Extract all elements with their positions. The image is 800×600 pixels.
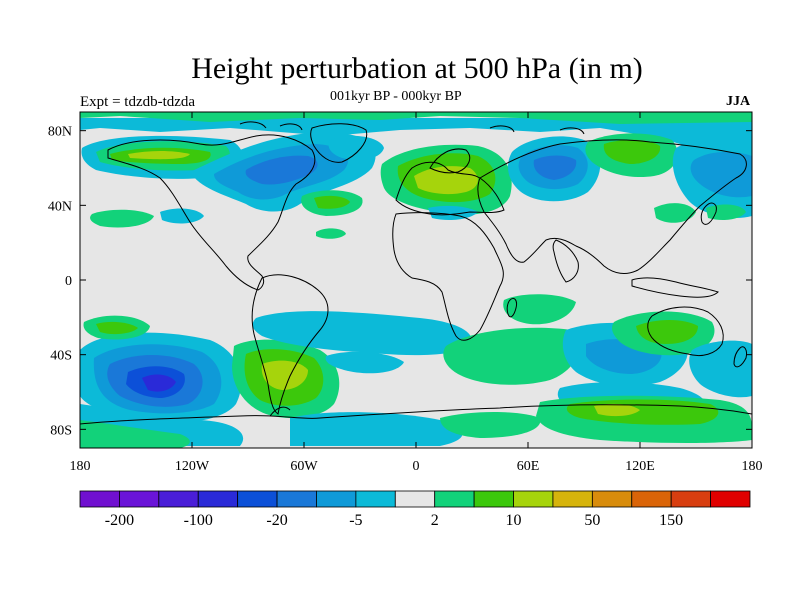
season-label: JJA [726, 94, 751, 109]
anomaly-region [128, 151, 190, 160]
anomaly-region [160, 208, 204, 224]
anomaly-region [503, 294, 576, 325]
coastline-europe [395, 161, 505, 216]
anomaly-region [80, 118, 752, 150]
coastline-arctic-islands [239, 121, 585, 135]
anomaly-region [594, 403, 640, 417]
anomaly-region [440, 412, 541, 438]
colorbar-swatch [394, 490, 436, 508]
coastline-scandinavia [429, 148, 471, 174]
colorbar-label: -5 [349, 512, 362, 529]
chart-title: Height perturbation at 500 hPa (in m) [191, 52, 643, 85]
coastline-japan [700, 202, 717, 225]
experiment-label: Expt = tdzdb-tdzda [80, 94, 196, 110]
coastline-greenland [310, 123, 368, 163]
colorbar-swatch [79, 490, 120, 508]
lat-tick-label: 0 [65, 274, 72, 289]
lon-tick-label: 60E [517, 459, 540, 474]
lon-tick-label: 120E [625, 459, 655, 474]
anomaly-region [328, 135, 384, 160]
colorbar-label: -20 [266, 512, 287, 529]
lat-tick-label: 80S [50, 423, 72, 438]
coastline-new-zealand [733, 346, 747, 368]
anomaly-region [316, 228, 346, 239]
longitude-axis: 180 120W 60W 0 60E 120E 180 [70, 112, 763, 474]
colorbar-swatch [316, 490, 357, 508]
colorbar-swatch [158, 490, 199, 508]
lon-tick-label: 180 [742, 459, 763, 474]
colorbar-label: 150 [659, 512, 683, 529]
anomaly-region [290, 412, 463, 446]
coastline-antarctic-peninsula [269, 406, 291, 417]
colorbar-label: 2 [431, 512, 439, 529]
colorbar-label: 10 [506, 512, 522, 529]
colorbar-swatch [276, 490, 317, 508]
colorbar-swatch [434, 490, 475, 508]
anomaly-region [245, 155, 318, 185]
anomaly-region [428, 205, 478, 220]
anomaly-region [636, 320, 698, 344]
anomaly-region [90, 209, 154, 228]
anomaly-region [533, 155, 577, 180]
lon-tick-label: 0 [413, 459, 420, 474]
coastlines [80, 121, 752, 425]
colorbar-swatch [631, 490, 672, 508]
colorbar-swatch [197, 490, 239, 508]
lat-tick-label: 40N [48, 199, 72, 214]
coastline-madagascar [506, 297, 517, 318]
colorbar-swatch [119, 490, 160, 508]
colorbar-swatch [237, 490, 278, 508]
colorbar-swatch [513, 490, 554, 508]
anomaly-region [142, 374, 176, 392]
anomaly-region [96, 321, 138, 335]
coastline-asia [477, 139, 747, 274]
anomaly-region [261, 360, 308, 390]
colorbar-label: -100 [184, 512, 213, 529]
lon-tick-label: 180 [70, 459, 91, 474]
anomaly-region [603, 139, 661, 164]
anomaly-region [690, 151, 752, 198]
lat-tick-label: 80N [48, 125, 72, 140]
colorbar-label: -200 [105, 512, 134, 529]
coastline-africa [392, 212, 504, 341]
latitude-axis: 80N 40N 0 40S 80S [48, 125, 752, 438]
coastline-north-america [107, 134, 316, 291]
anomaly-field [80, 112, 752, 448]
colorbar: -200 -100 -20 -5 2 10 50 150 [79, 490, 751, 529]
colorbar-swatch [355, 490, 396, 508]
anomaly-region [314, 195, 350, 209]
anomaly-region [654, 203, 696, 223]
anomaly-region [443, 327, 580, 385]
coastline-south-america [251, 274, 329, 415]
anomaly-region [80, 112, 752, 124]
colorbar-label: 50 [584, 512, 600, 529]
colorbar-swatch [710, 490, 751, 508]
lat-tick-label: 40S [50, 349, 72, 364]
coastline-india [552, 239, 579, 283]
coastline-antarctica [80, 404, 752, 425]
colorbar-swatch [670, 490, 711, 508]
colorbar-swatch [473, 490, 514, 508]
coastline-indonesia [631, 277, 719, 298]
anomaly-region [80, 420, 190, 448]
anomaly-region [252, 311, 472, 356]
lon-tick-label: 120W [175, 459, 210, 474]
anomaly-region [414, 166, 478, 195]
colorbar-swatch [552, 490, 593, 508]
chart-subtitle: 001kyr BP - 000kyr BP [330, 89, 462, 104]
coastline-australia [647, 306, 724, 357]
colorbar-swatch [591, 490, 633, 508]
anomaly-region [325, 351, 404, 374]
lon-tick-label: 60W [290, 459, 318, 474]
